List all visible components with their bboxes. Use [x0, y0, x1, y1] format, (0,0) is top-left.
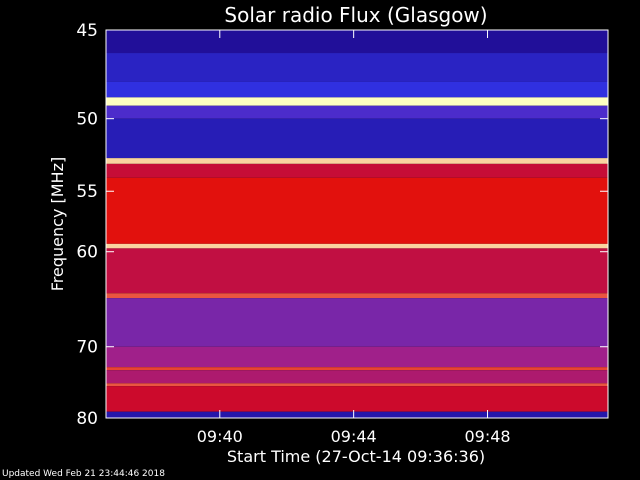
spectrum-band	[106, 53, 608, 82]
spectrum-band	[106, 30, 608, 54]
x-tick-label: 09:48	[464, 427, 510, 446]
y-tick-label: 80	[76, 409, 98, 429]
spectrum-band	[106, 370, 608, 384]
spectrum-band	[106, 163, 608, 178]
x-tick-label: 09:44	[331, 427, 377, 446]
x-axis-label: Start Time (27-Oct-14 09:36:36)	[227, 447, 485, 466]
updated-timestamp: Updated Wed Feb 21 23:44:46 2018	[2, 469, 165, 479]
spectrum-band	[106, 367, 608, 371]
y-tick-label: 50	[76, 110, 98, 130]
spectrum-band	[106, 97, 608, 106]
spectrum-band	[106, 118, 608, 159]
spectrum-band	[106, 158, 608, 164]
spectrum-band	[106, 293, 608, 299]
plot-frame	[105, 29, 609, 419]
spectrum-band	[106, 298, 608, 347]
spectrum-band	[106, 243, 608, 249]
spectrum-band	[106, 81, 608, 98]
y-tick-label: 60	[76, 243, 98, 263]
y-tick-label: 70	[76, 338, 98, 358]
y-axis-label: Frequency [MHz]	[48, 157, 67, 291]
spectrum-band	[106, 346, 608, 368]
spectrum-band	[106, 105, 608, 119]
spectrum-band	[106, 248, 608, 294]
spectrogram-plot-area	[106, 30, 608, 418]
y-tick-label: 55	[76, 182, 98, 202]
chart-title: Solar radio Flux (Glasgow)	[224, 3, 487, 27]
spectrum-band	[106, 383, 608, 387]
spectrum-band	[106, 386, 608, 412]
y-tick-label: 45	[76, 21, 98, 41]
x-tick-label: 09:40	[197, 427, 243, 446]
axes: 45 50 55 60 70 80 09:40 09:44 09:48	[76, 21, 609, 446]
spectrum-band	[106, 177, 608, 244]
spectrum-band	[106, 411, 608, 418]
